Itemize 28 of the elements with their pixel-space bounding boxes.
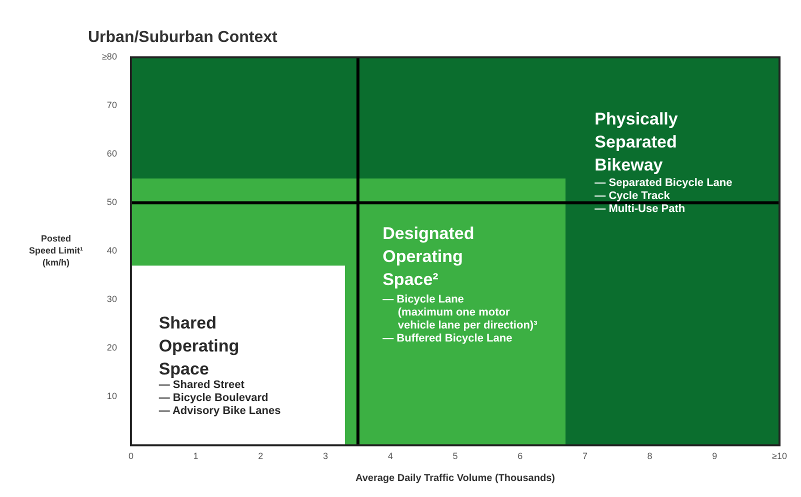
x-tick-label: 1 — [193, 451, 198, 462]
y-tick-label: 50 — [106, 197, 117, 208]
y-tick-label: 40 — [106, 246, 117, 256]
x-tick-label: 7 — [582, 451, 588, 462]
annotation: — Separated Bicycle Lane — Cycle Track — Multi-Use Path — [594, 177, 732, 216]
x-axis-title: Average Daily Traffic Volume (Thousands) — [355, 472, 555, 484]
y-tick-label: 20 — [106, 342, 117, 353]
y-tick-label: ≥80 — [102, 52, 117, 62]
annotation: Physically Separated Bikeway — [594, 110, 678, 175]
y-tick-label: 60 — [106, 148, 117, 159]
x-tick-label: 2 — [258, 451, 264, 462]
x-tick-label: 0 — [128, 451, 134, 462]
y-tick-label: 70 — [106, 100, 117, 110]
annotation: Designated Operating Space² — [382, 224, 474, 290]
x-tick-label: 6 — [518, 451, 523, 462]
annotation: Shared Operating Space — [158, 313, 240, 378]
annotation: — Bicycle Lane (maximum one motor vehicle lane per direction)³ — Buffered Bicycle Lane — [382, 293, 538, 344]
x-tick-label: 5 — [452, 451, 458, 462]
chart-title: Urban/Suburban Context — [88, 29, 278, 46]
x-tick-label: ≥10 — [772, 451, 787, 462]
x-tick-label: 3 — [323, 451, 328, 462]
x-tick-label: 9 — [712, 451, 718, 462]
y-tick-label: 30 — [106, 294, 117, 304]
annotation: — Shared Street — Bicycle Boulevard — Advisory Bike Lanes — [158, 378, 281, 417]
y-tick-label: 10 — [106, 391, 117, 402]
y-axis-title: Posted Speed Limit¹ (km/h) — [28, 234, 84, 268]
x-tick-label: 4 — [388, 451, 393, 462]
x-tick-label: 8 — [647, 451, 652, 462]
